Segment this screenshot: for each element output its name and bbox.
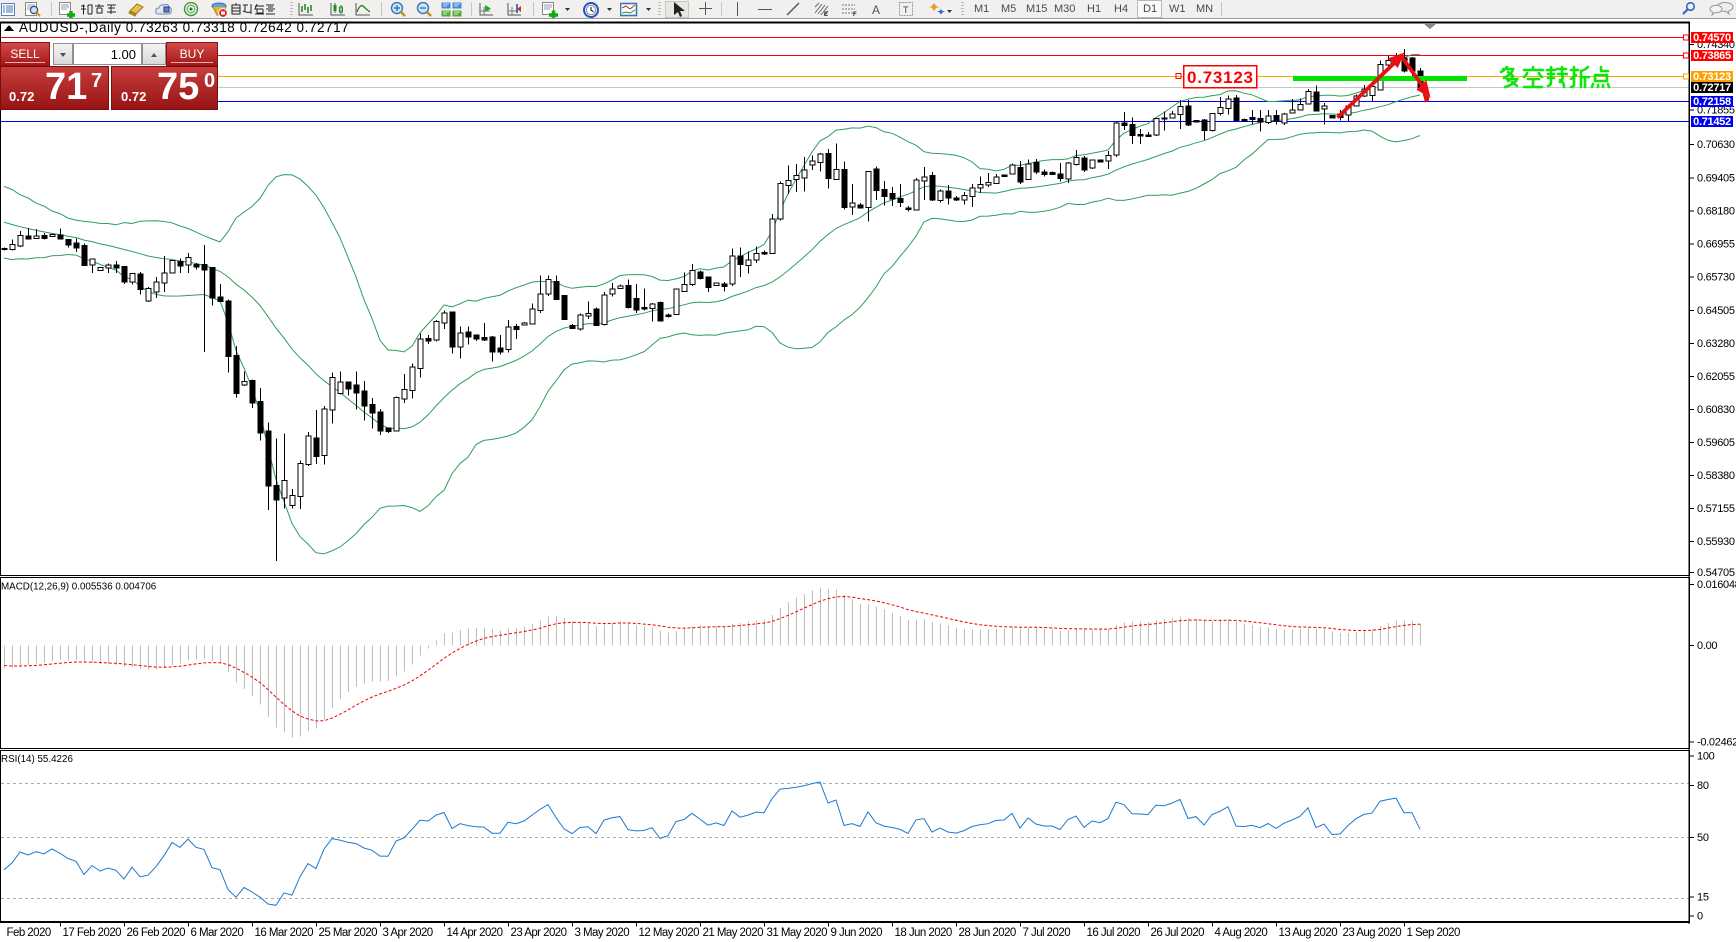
svg-text:0.016048: 0.016048 — [1697, 579, 1736, 591]
svg-text:80: 80 — [1697, 780, 1709, 792]
svg-text:0.70630: 0.70630 — [1697, 139, 1735, 151]
svg-text:0.60830: 0.60830 — [1697, 404, 1735, 416]
svg-text:3 May 2020: 3 May 2020 — [575, 927, 630, 939]
svg-text:0: 0 — [1697, 910, 1703, 922]
svg-text:100: 100 — [1697, 751, 1715, 763]
svg-text:AUDUSD-,Daily 0.73263 0.73318: AUDUSD-,Daily 0.73263 0.73318 0.72642 0.… — [19, 20, 349, 35]
svg-text:T: T — [903, 5, 909, 15]
svg-text:0.73123: 0.73123 — [1187, 68, 1253, 87]
svg-text:26 Jul 2020: 26 Jul 2020 — [1151, 927, 1205, 939]
svg-text:0.73865: 0.73865 — [1693, 50, 1731, 62]
svg-text:0.58380: 0.58380 — [1697, 470, 1735, 482]
svg-text:F: F — [853, 12, 857, 17]
svg-text:31 May 2020: 31 May 2020 — [767, 927, 828, 939]
svg-text:0.72158: 0.72158 — [1693, 96, 1731, 108]
svg-text:1 Sep 2020: 1 Sep 2020 — [1407, 927, 1460, 939]
svg-text:0.74570: 0.74570 — [1693, 32, 1731, 44]
svg-text:7 Jul 2020: 7 Jul 2020 — [1023, 927, 1071, 939]
svg-text:0.54705: 0.54705 — [1697, 567, 1735, 579]
svg-text:23 Aug 2020: 23 Aug 2020 — [1343, 927, 1402, 939]
svg-text:9 Jun 2020: 9 Jun 2020 — [831, 927, 883, 939]
svg-text:6 Mar 2020: 6 Mar 2020 — [191, 927, 244, 939]
svg-text:E: E — [824, 12, 828, 17]
svg-text:15: 15 — [1697, 892, 1709, 904]
svg-text:0.63280: 0.63280 — [1697, 338, 1735, 350]
svg-text:28 Jun 2020: 28 Jun 2020 — [959, 927, 1016, 939]
svg-text:0.71452: 0.71452 — [1693, 116, 1731, 128]
svg-text:18 Jun 2020: 18 Jun 2020 — [895, 927, 952, 939]
svg-text:50: 50 — [1697, 832, 1709, 844]
svg-text:4 Aug 2020: 4 Aug 2020 — [1215, 927, 1268, 939]
svg-text:MACD(12,26,9) 0.005536 0.00470: MACD(12,26,9) 0.005536 0.004706 — [1, 582, 157, 593]
svg-text:25 Mar 2020: 25 Mar 2020 — [319, 927, 378, 939]
svg-text:0.66955: 0.66955 — [1697, 239, 1735, 251]
svg-text:12 May 2020: 12 May 2020 — [639, 927, 700, 939]
svg-text:0.64505: 0.64505 — [1697, 305, 1735, 317]
svg-text:13 Aug 2020: 13 Aug 2020 — [1279, 927, 1338, 939]
svg-text:0.62055: 0.62055 — [1697, 371, 1735, 383]
svg-text:0.57155: 0.57155 — [1697, 503, 1735, 515]
svg-text:3 Apr 2020: 3 Apr 2020 — [383, 927, 433, 939]
svg-text:0.71855: 0.71855 — [1697, 104, 1735, 116]
svg-text:0.59605: 0.59605 — [1697, 437, 1735, 449]
svg-text:0.68180: 0.68180 — [1697, 205, 1735, 217]
svg-text:Feb 2020: Feb 2020 — [7, 927, 51, 939]
svg-text:-0.024625: -0.024625 — [1697, 737, 1736, 749]
svg-text:14 Apr 2020: 14 Apr 2020 — [447, 927, 503, 939]
svg-text:16 Jul 2020: 16 Jul 2020 — [1087, 927, 1141, 939]
svg-text:RSI(14) 55.4226: RSI(14) 55.4226 — [1, 754, 73, 765]
svg-text:0.65730: 0.65730 — [1697, 272, 1735, 284]
svg-text:0.73123: 0.73123 — [1693, 71, 1731, 83]
svg-text:0.69405: 0.69405 — [1697, 173, 1735, 185]
svg-text:16 Mar 2020: 16 Mar 2020 — [255, 927, 314, 939]
svg-text:26 Feb 2020: 26 Feb 2020 — [127, 927, 186, 939]
svg-text:21 May 2020: 21 May 2020 — [703, 927, 764, 939]
svg-text:0.00: 0.00 — [1697, 640, 1717, 652]
svg-text:23 Apr 2020: 23 Apr 2020 — [511, 927, 567, 939]
svg-text:0.72717: 0.72717 — [1693, 82, 1731, 94]
svg-text:17 Feb 2020: 17 Feb 2020 — [63, 927, 122, 939]
svg-text:0.55930: 0.55930 — [1697, 536, 1735, 548]
